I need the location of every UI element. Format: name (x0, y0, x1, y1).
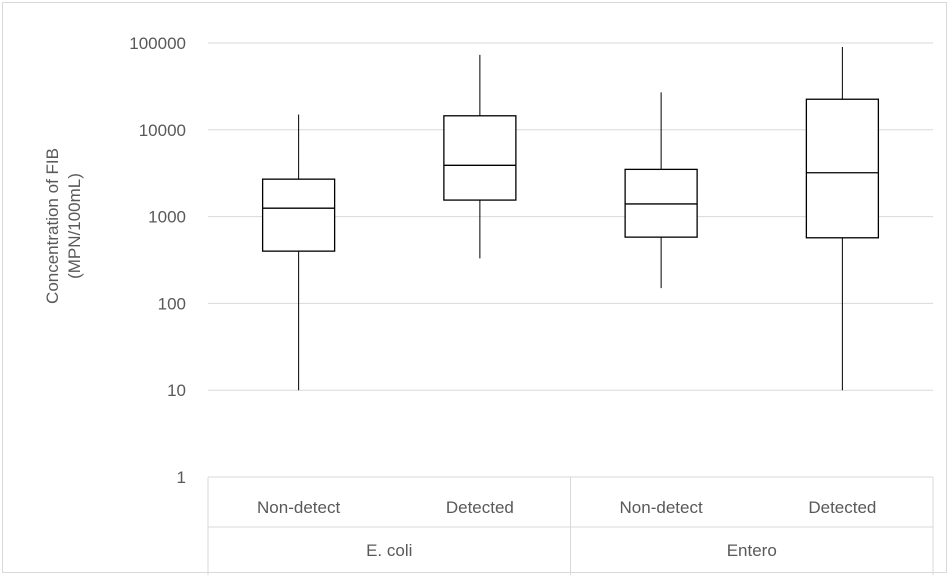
y-axis-title-line-1: Concentration of FIB (43, 148, 62, 304)
box-e-coli-detected (443, 54, 517, 259)
y-tick-label-100: 100 (158, 294, 186, 313)
box-series (261, 46, 880, 391)
y-tick-label-100000: 100000 (129, 34, 186, 53)
y-tick-label-10: 10 (167, 381, 186, 400)
iqr-box (261, 178, 336, 252)
iqr-box (624, 168, 698, 238)
box-e-coli-non-detect (261, 114, 336, 391)
category-label-non-detect: Non-detect (257, 498, 340, 517)
box-entero-non-detect (624, 92, 698, 289)
y-tick-label-1000: 1000 (148, 208, 186, 227)
y-axis-title-line-2: (MPN/100mL) (65, 173, 84, 279)
category-label-detected: Detected (446, 498, 514, 517)
group-label-e-coli: E. coli (366, 541, 412, 560)
iqr-box (443, 115, 517, 201)
iqr-box (805, 98, 880, 239)
x-axis-categories: E. coli Non-detect Detected Entero Non-detec… (207, 476, 934, 575)
group-label-entero: Entero (727, 541, 777, 560)
category-label-non-detect: Non-detect (620, 498, 703, 517)
y-axis-tick-labels: 1 10 100 1000 10000 100000 (129, 34, 186, 487)
y-tick-label-10000: 10000 (139, 121, 186, 140)
box-entero-detected (805, 46, 880, 391)
category-label-detected: Detected (808, 498, 876, 517)
y-tick-label-1: 1 (177, 468, 186, 487)
